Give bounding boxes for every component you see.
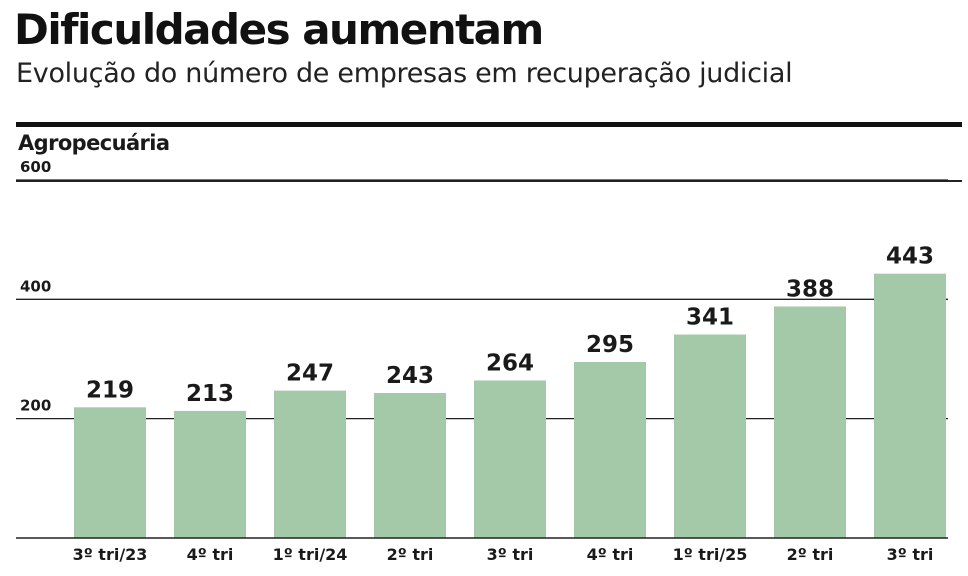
x-tick-label: 2º tri <box>787 545 834 564</box>
x-tick-label: 2º tri <box>387 545 434 564</box>
y-tick-label: 600 <box>20 158 51 176</box>
x-tick-label: 4º tri <box>587 545 634 564</box>
chart-subtitle: Evolução do número de empresas em recupe… <box>16 58 793 89</box>
bar <box>174 410 246 538</box>
x-tick-label: 3º tri <box>887 545 934 564</box>
y-tick-label: 400 <box>20 277 51 295</box>
data-label: 219 <box>86 377 134 403</box>
data-label: 443 <box>886 244 934 270</box>
data-label: 264 <box>486 350 534 376</box>
bar <box>274 390 346 538</box>
data-label: 388 <box>786 276 834 302</box>
bar <box>74 407 146 538</box>
bar <box>374 393 446 538</box>
x-tick-label: 4º tri <box>187 545 234 564</box>
bar <box>674 334 746 538</box>
x-tick-label: 3º tri <box>487 545 534 564</box>
data-label: 213 <box>186 381 234 407</box>
x-tick-label: 1º tri/24 <box>273 545 348 564</box>
header-rule <box>16 122 962 127</box>
bar <box>774 306 846 538</box>
data-label: 341 <box>686 305 734 331</box>
x-tick-label: 1º tri/25 <box>673 545 748 564</box>
bar <box>474 380 546 538</box>
bar <box>574 361 646 538</box>
data-label: 243 <box>386 363 434 389</box>
data-label: 247 <box>286 361 334 387</box>
data-label: 295 <box>586 332 634 358</box>
chart-title: Dificuldades aumentam <box>14 5 544 54</box>
bar <box>874 273 946 538</box>
section-label: Agropecuária <box>18 131 170 155</box>
y-tick-label: 200 <box>20 397 51 415</box>
x-tick-label: 3º tri/23 <box>73 545 148 564</box>
section-rule <box>16 180 962 182</box>
